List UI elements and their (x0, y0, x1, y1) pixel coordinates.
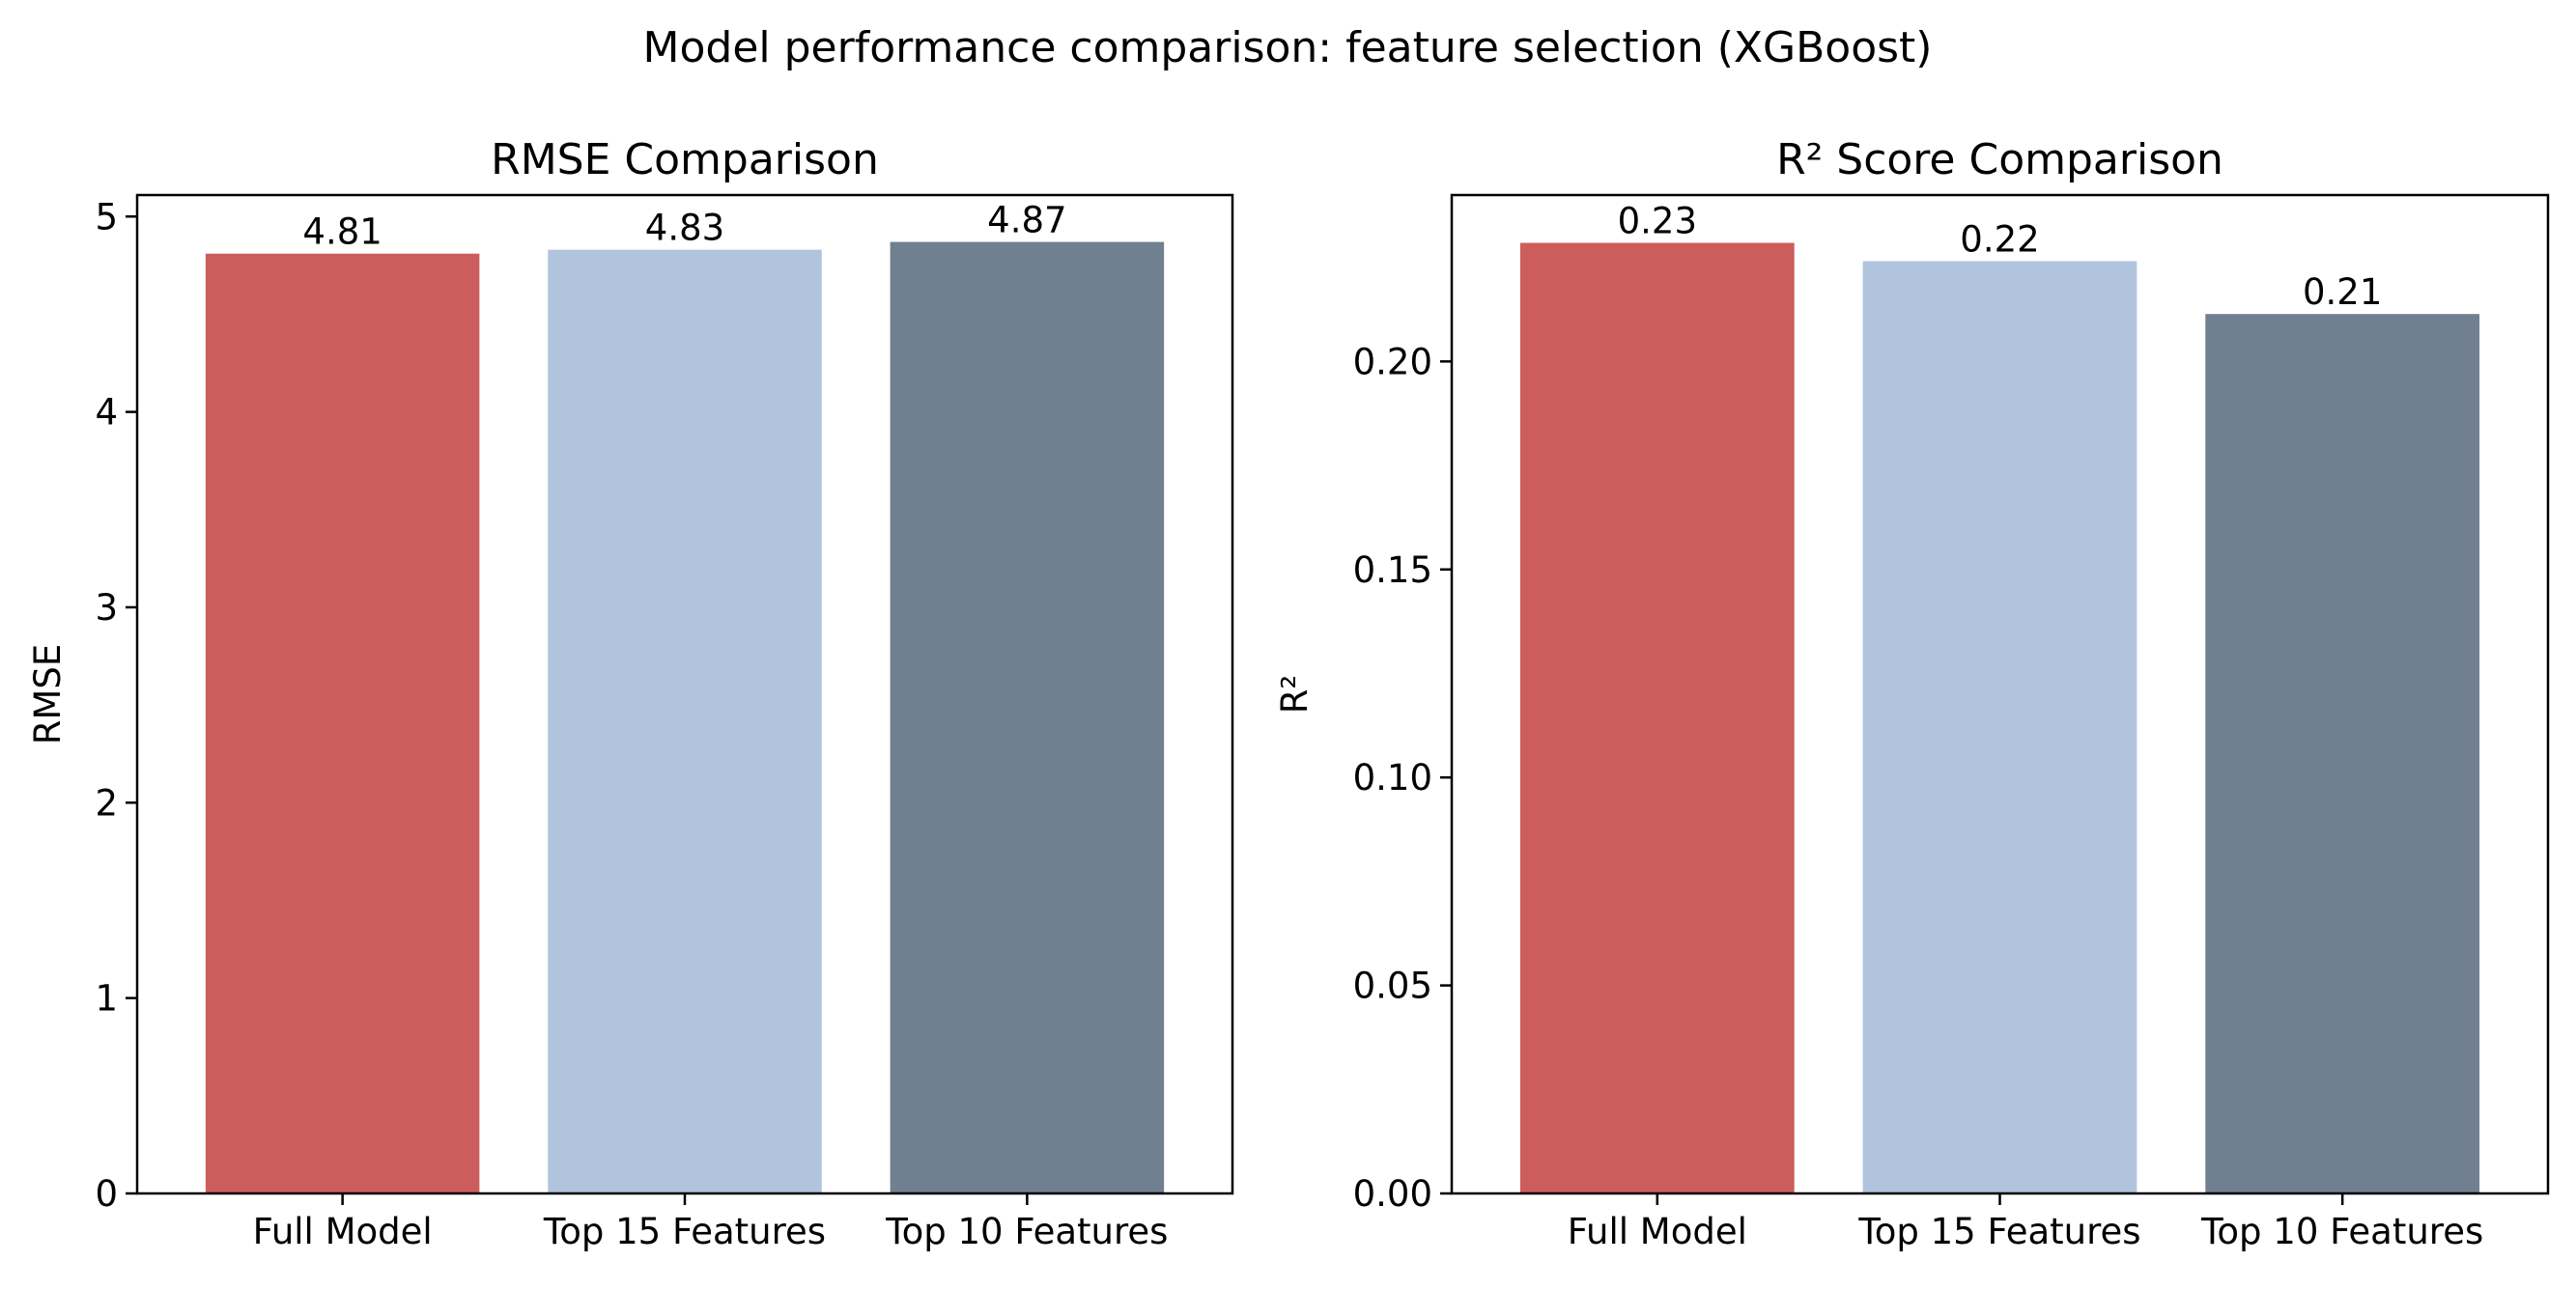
rmse-bar (205, 253, 480, 1194)
rmse-y-axis-label: RMSE (27, 644, 69, 745)
r2-y-tick-label: 0.05 (1353, 966, 1432, 1007)
r2-y-tick-label: 0.00 (1353, 1173, 1432, 1215)
rmse-chart: RMSE Comparison RMSE 4.81 Full Model 4.83 T… (27, 135, 1234, 1252)
rmse-y-tick-label: 1 (95, 978, 118, 1020)
rmse-y-tick-label: 5 (95, 196, 118, 238)
r2-bar-value-label: 0.22 (1960, 219, 2039, 261)
rmse-bar-value-label: 4.81 (302, 211, 382, 253)
rmse-axes-frame (135, 193, 1234, 1195)
rmse-y-tick-label: 0 (95, 1173, 118, 1215)
rmse-bar-value-label: 4.87 (987, 200, 1066, 241)
r2-x-tick-label: Full Model (1568, 1211, 1747, 1252)
rmse-x-tick-label: Top 15 Features (543, 1211, 826, 1252)
rmse-chart-title: RMSE Comparison (491, 135, 879, 184)
rmse-bar-value-label: 4.83 (645, 208, 724, 249)
r2-x-tick-label: Top 15 Features (1857, 1211, 2140, 1252)
r2-bar (1862, 261, 2137, 1193)
r2-bar-value-label: 0.21 (2303, 271, 2382, 313)
rmse-x-tick-label: Top 10 Features (885, 1211, 1168, 1252)
r2-chart-title: R² Score Comparison (1776, 135, 2223, 184)
r2-y-axis-label: R² (1274, 675, 1316, 715)
r2-y-tick-label: 0.15 (1353, 549, 1432, 591)
rmse-x-tick-label: Full Model (253, 1211, 433, 1252)
r2-y-tick-label: 0.20 (1353, 341, 1432, 382)
rmse-y-tick-label: 3 (95, 587, 118, 629)
rmse-y-tick-label: 4 (95, 392, 118, 434)
r2-chart: R² Score Comparison R² 0.23 Full Model 0.2… (1274, 135, 2550, 1252)
rmse-y-tick-label: 2 (95, 782, 118, 824)
r2-y-tick-label: 0.10 (1353, 757, 1432, 799)
r2-bar (1519, 242, 1795, 1193)
r2-axes-frame (1450, 193, 2550, 1195)
rmse-bar (890, 241, 1165, 1193)
r2-bar (2205, 314, 2480, 1193)
r2-x-tick-label: Top 10 Features (2200, 1211, 2483, 1252)
figure-suptitle: Model performance comparison: feature se… (643, 23, 1933, 72)
r2-bar-value-label: 0.23 (1618, 201, 1697, 242)
rmse-bar (548, 249, 822, 1193)
